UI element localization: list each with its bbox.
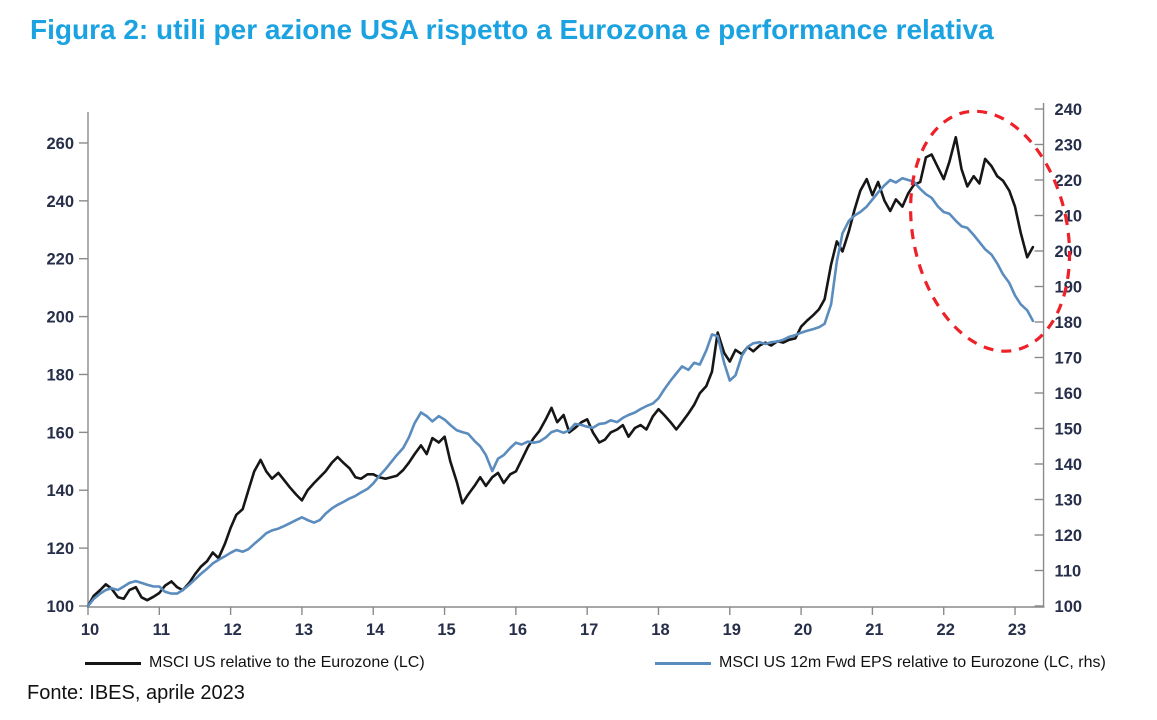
x-tick-label: 22 (937, 621, 955, 639)
y-right-tick-label: 180 (1055, 314, 1083, 332)
y-right-tick-label: 130 (1055, 492, 1083, 510)
tick-labels: 100 120 140 160 180 200 220 240 260 100 110 120 130 1… (46, 101, 1082, 639)
legend-item-0: MSCI US relative to the Eurozone (LC) (85, 651, 425, 675)
x-tick-label: 18 (651, 621, 669, 639)
x-tick-label: 23 (1008, 621, 1026, 639)
y-left-tick-label: 260 (46, 135, 74, 153)
x-tick-label: 21 (865, 621, 883, 639)
y-left-tick-label: 200 (46, 309, 74, 327)
x-tick-label: 16 (509, 621, 527, 639)
highlight-ellipse-annotation (909, 109, 1072, 353)
y-left-tick-label: 220 (46, 251, 74, 269)
x-tick-label: 10 (81, 621, 99, 639)
y-right-tick-label: 110 (1055, 563, 1082, 581)
y-right-tick-label: 240 (1055, 101, 1083, 119)
legend-line-swatch-0 (85, 661, 141, 665)
y-right-tick-label: 220 (1055, 172, 1083, 190)
y-left-tick-label: 100 (46, 598, 74, 616)
y-left-tick-label: 240 (46, 193, 74, 211)
y-right-tick-label: 100 (1055, 598, 1083, 616)
legend-label-0: MSCI US relative to the Eurozone (LC) (149, 654, 425, 671)
x-tick-label: 19 (723, 621, 741, 639)
y-right-tick-label: 150 (1055, 421, 1083, 439)
x-tick-label: 13 (295, 621, 313, 639)
y-right-tick-label: 160 (1055, 385, 1083, 403)
y-right-tick-label: 170 (1055, 350, 1083, 368)
legend: MSCI US relative to the Eurozone (LC) MSC… (0, 651, 1157, 677)
series-line-0 (86, 135, 1035, 608)
series-line-1 (86, 176, 1035, 608)
source-note: Fonte: IBES, aprile 2023 (27, 682, 245, 704)
y-left-tick-label: 160 (46, 424, 74, 442)
x-tick-label: 20 (794, 621, 812, 639)
x-tick-label: 11 (153, 621, 170, 639)
y-left-tick-label: 180 (46, 366, 74, 384)
x-tick-label: 14 (366, 621, 385, 639)
y-right-tick-label: 190 (1055, 279, 1083, 297)
legend-label-1: MSCI US 12m Fwd EPS relative to Eurozone… (719, 654, 1106, 671)
legend-item-1: MSCI US 12m Fwd EPS relative to Eurozone… (655, 651, 1106, 675)
x-tick-label: 12 (223, 621, 241, 639)
figure-title: Figura 2: utili per azione USA rispetto … (30, 14, 994, 45)
y-right-tick-label: 230 (1055, 137, 1083, 155)
axes (79, 103, 1045, 615)
y-right-tick-label: 140 (1055, 456, 1083, 474)
y-right-tick-label: 120 (1055, 527, 1083, 545)
line-chart: 100 120 140 160 180 200 220 240 260 100 110 120 130 1… (46, 101, 1082, 639)
x-tick-label: 17 (580, 621, 598, 639)
y-right-tick-label: 210 (1055, 208, 1083, 226)
legend-line-swatch-1 (655, 661, 711, 665)
y-left-tick-label: 120 (46, 540, 74, 558)
y-left-tick-label: 140 (46, 482, 74, 500)
x-tick-label: 15 (437, 621, 455, 639)
